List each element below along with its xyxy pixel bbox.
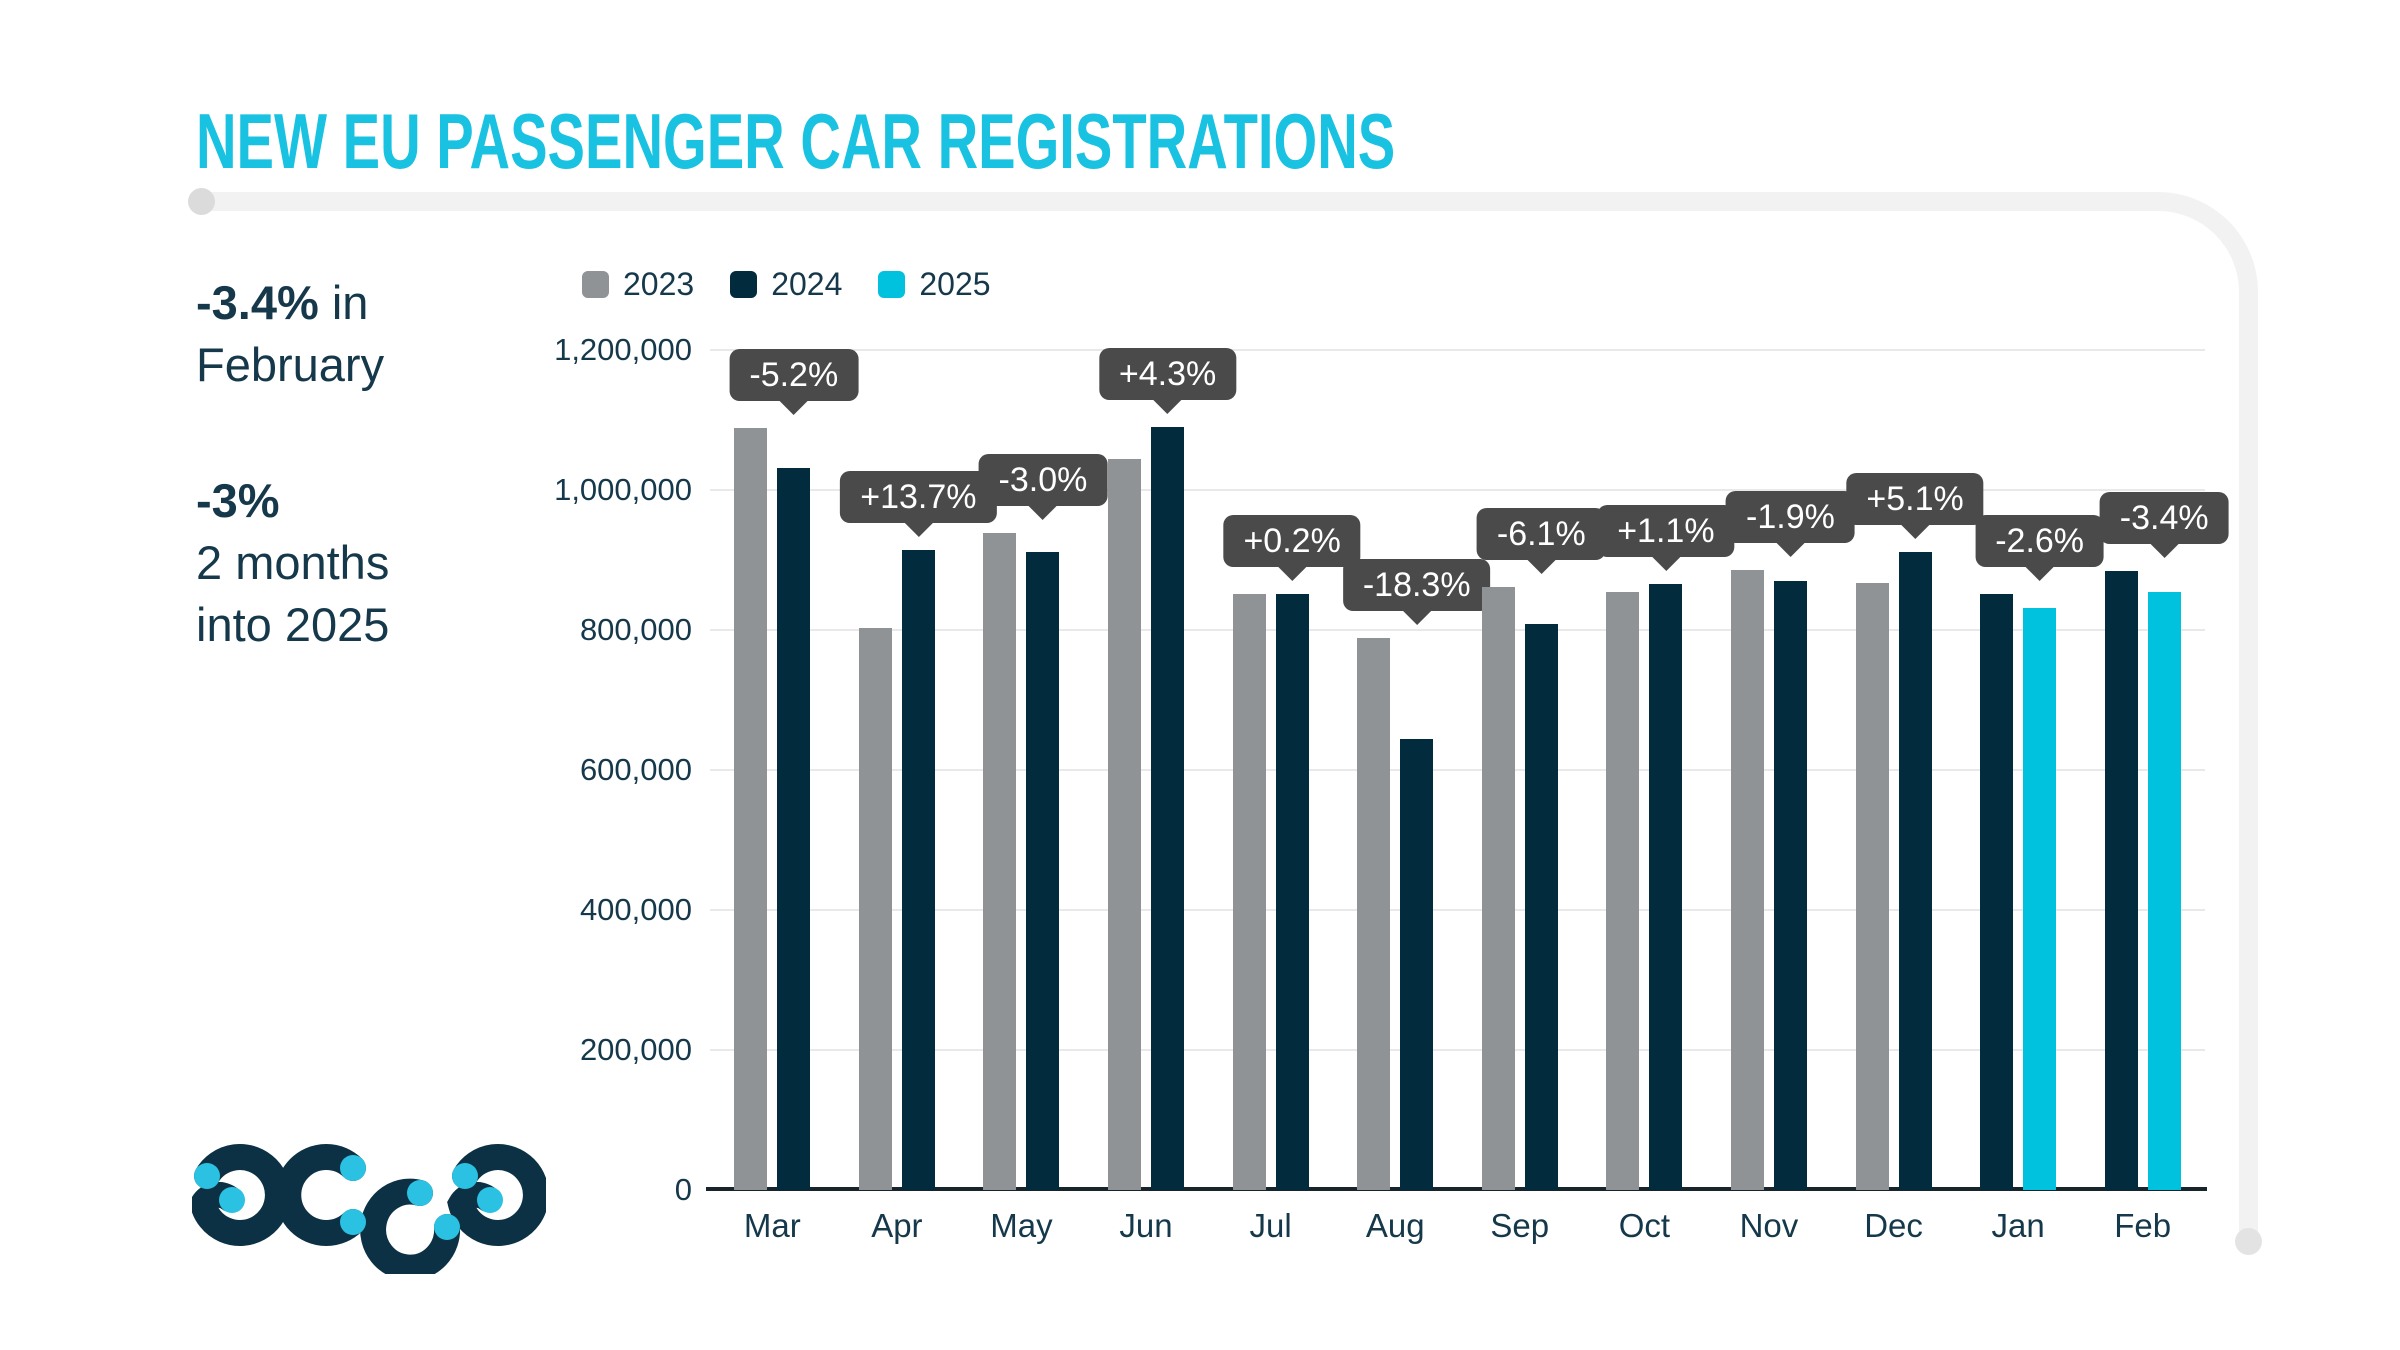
logo-dot [477, 1187, 503, 1213]
bar-2024-oct [1649, 583, 1683, 1190]
y-tick-label-800000: 800,000 [579, 612, 692, 647]
bar-2024-may [1026, 551, 1060, 1190]
legend-item-2023: 2023 [582, 266, 694, 303]
x-axis-line [706, 1187, 2207, 1191]
y-tick-label-1200000: 1,200,000 [554, 332, 692, 367]
x-tick-label-jan: Jan [1991, 1207, 2045, 1244]
annotation-may: -3.0% [978, 453, 1108, 506]
annotation-feb: -3.4% [2099, 492, 2229, 545]
y-tick-label-0: 0 [674, 1172, 692, 1207]
bar-2024-jun [1151, 427, 1185, 1190]
annotation-jul: +0.2% [1223, 514, 1361, 567]
y-tick-label-400000: 400,000 [579, 892, 692, 927]
annotation-mar: -5.2% [729, 349, 859, 402]
stat2-line2: 2 months [196, 536, 390, 589]
legend-swatch-2024 [730, 271, 758, 298]
x-tick-label-sep: Sep [1490, 1207, 1550, 1244]
stat1-suffix: in [318, 276, 369, 329]
annotation-jun: +4.3% [1098, 348, 1237, 400]
legend-swatch-2023 [582, 271, 609, 298]
page-title: NEW EU PASSENGER CAR REGISTRATIONS [196, 97, 1396, 185]
logo-dot [407, 1180, 433, 1206]
bar-2023-oct [1606, 591, 1640, 1190]
legend-item-2025: 2025 [878, 266, 991, 303]
x-tick-label-apr: Apr [871, 1207, 923, 1244]
bar-2023-mar [734, 428, 768, 1190]
bar-2023-jun [1108, 458, 1142, 1190]
bar-2023-sep [1481, 587, 1515, 1190]
stat2-value: -3% [196, 474, 280, 527]
stat1-line2: February [196, 338, 385, 391]
highlight-stat-ytd: -3% 2 months into 2025 [196, 470, 389, 656]
legend-swatch-2025 [878, 271, 906, 298]
gridline-1000000 [710, 489, 2205, 491]
bar-2024-feb [2104, 571, 2138, 1190]
legend-label-2024: 2024 [771, 266, 843, 302]
y-tick-label-200000: 200,000 [579, 1032, 692, 1067]
annotation-aug: -18.3% [1342, 559, 1491, 612]
logo-letter-a2 [447, 1144, 546, 1246]
decorative-frame [202, 192, 2258, 1248]
logo-dot [219, 1187, 245, 1213]
bar-2023-jul [1232, 594, 1266, 1190]
logo-dot [452, 1163, 478, 1189]
bar-2023-nov [1730, 569, 1764, 1190]
bar-2024-dec [1898, 552, 1932, 1190]
x-tick-label-may: May [990, 1207, 1053, 1244]
x-tick-label-jun: Jun [1119, 1207, 1173, 1244]
x-tick-label-feb: Feb [2114, 1207, 2172, 1244]
legend-label-2023: 2023 [623, 266, 695, 302]
bar-2024-aug [1400, 739, 1434, 1190]
gridline-600000 [710, 769, 2205, 771]
stat2-line3: into 2025 [196, 598, 390, 651]
logo-dot [340, 1155, 366, 1181]
gridline-400000 [710, 909, 2205, 911]
bar-2023-may [983, 532, 1017, 1190]
frame-cap-left [188, 188, 215, 215]
logo-letter-e [360, 1178, 461, 1274]
bar-2023-dec [1855, 583, 1889, 1190]
logo-dot [340, 1209, 366, 1235]
bar-2024-sep [1524, 623, 1558, 1190]
bar-2025-feb [2147, 592, 2181, 1190]
annotation-apr: +13.7% [840, 471, 997, 524]
bar-2024-jul [1275, 593, 1309, 1190]
x-tick-label-aug: Aug [1365, 1207, 1425, 1244]
bar-2024-mar [777, 467, 811, 1190]
legend-item-2024: 2024 [730, 266, 842, 303]
annotation-jan: -2.6% [1975, 514, 2105, 567]
logo-letter-c [275, 1144, 366, 1246]
x-tick-label-dec: Dec [1864, 1207, 1923, 1244]
x-tick-label-nov: Nov [1739, 1207, 1799, 1244]
x-tick-label-jul: Jul [1249, 1207, 1292, 1244]
bar-2024-jan [1980, 593, 2014, 1190]
annotation-dec: +5.1% [1846, 473, 1984, 526]
gridline-800000 [710, 629, 2205, 631]
bar-2024-nov [1773, 581, 1807, 1190]
legend-label-2025: 2025 [919, 266, 991, 302]
logo-letter-a1 [192, 1144, 291, 1246]
y-tick-label-1000000: 1,000,000 [554, 472, 692, 507]
x-tick-label-oct: Oct [1618, 1207, 1671, 1244]
chart-legend: 2023 2024 2025 [582, 266, 991, 303]
bar-2025-jan [2023, 608, 2057, 1190]
acea-logo [192, 1144, 546, 1274]
annotation-oct: +1.1% [1597, 504, 1735, 557]
bar-2024-apr [901, 550, 935, 1190]
annotation-sep: -6.1% [1476, 508, 1606, 561]
bar-2023-aug [1357, 638, 1391, 1190]
gridline-200000 [710, 1049, 2205, 1051]
annotation-nov: -1.9% [1726, 490, 1855, 543]
stat1-value: -3.4% [196, 276, 319, 329]
frame-cap-bottom [2235, 1228, 2262, 1255]
highlight-stat-february: -3.4% in February [196, 272, 384, 396]
bar-2023-apr [858, 627, 892, 1190]
y-tick-label-600000: 600,000 [579, 752, 692, 787]
logo-dot [434, 1214, 460, 1240]
gridline-1200000 [710, 349, 2205, 351]
x-tick-label-mar: Mar [743, 1207, 801, 1244]
logo-dot [194, 1163, 220, 1189]
